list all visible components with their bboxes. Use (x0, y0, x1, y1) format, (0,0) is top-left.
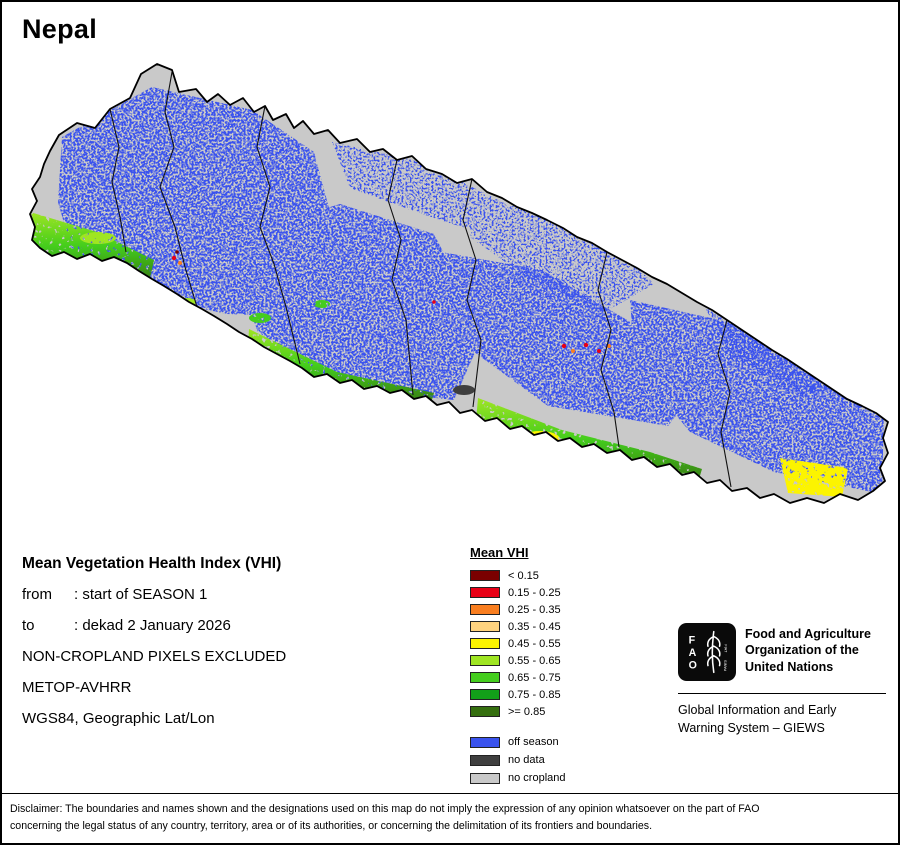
svg-text:F: F (689, 634, 696, 646)
legend-row: no cropland (470, 769, 610, 787)
legend-row: 0.25 - 0.35 (470, 601, 610, 618)
page-title: Nepal (22, 14, 98, 44)
legend-swatch (470, 587, 500, 598)
legend-swatch (470, 621, 500, 632)
legend-row: 0.55 - 0.65 (470, 652, 610, 669)
legend-swatch (470, 655, 500, 666)
legend-row: no data (470, 751, 610, 769)
fao-divider (678, 693, 886, 694)
country-outline (29, 63, 889, 504)
legend-row: 0.75 - 0.85 (470, 686, 610, 703)
legend-label: 0.45 - 0.55 (508, 637, 561, 650)
legend-row: 0.35 - 0.45 (470, 618, 610, 635)
legend-swatch (470, 672, 500, 683)
legend-row: 0.45 - 0.55 (470, 635, 610, 652)
legend-swatch (470, 604, 500, 615)
legend-swatch (470, 754, 500, 766)
legend-swatch (470, 706, 500, 717)
legend-swatch (470, 638, 500, 649)
svg-text:O: O (689, 659, 697, 671)
legend-row: < 0.15 (470, 567, 610, 584)
from-value: : start of SEASON 1 (74, 586, 208, 603)
legend-label: >= 0.85 (508, 705, 546, 718)
off-season-layer (58, 87, 884, 494)
legend-label: no data (508, 754, 545, 766)
legend-label: 0.55 - 0.65 (508, 654, 561, 667)
disclaimer-text: Disclaimer: The boundaries and names sho… (2, 793, 898, 843)
low-vhi-dots (171, 250, 611, 353)
fao-logo: F A O FIAT PANIS (678, 623, 736, 681)
legend-row: 0.65 - 0.75 (470, 669, 610, 686)
no-data-patch (453, 385, 475, 395)
legend-swatch (470, 736, 500, 748)
to-label: to (22, 617, 35, 634)
legend-label: 0.35 - 0.45 (508, 620, 561, 633)
sensor-line: METOP-AVHRR (22, 679, 132, 696)
legend-row: >= 0.85 (470, 703, 610, 720)
giews-name: Global Information and Early Warning Sys… (678, 703, 837, 735)
noncropland-line: NON-CROPLAND PIXELS EXCLUDED (22, 648, 287, 665)
from-label: from (22, 586, 52, 603)
legend-row: off season (470, 733, 610, 751)
legend-label: < 0.15 (508, 569, 539, 582)
legend: Mean VHI < 0.15 0.15 - 0.25 0.25 - 0.35 … (470, 545, 610, 787)
legend-label: 0.65 - 0.75 (508, 671, 561, 684)
to-line: to : dekad 2 January 2026 (22, 610, 452, 641)
legend-extras: off season no data no cropland (470, 733, 610, 787)
vhi-heading: Mean Vegetation Health Index (VHI) (22, 554, 282, 572)
svg-text:A: A (689, 647, 697, 659)
nepal-map (29, 63, 889, 504)
legend-label: 0.25 - 0.35 (508, 603, 561, 616)
projection-line: WGS84, Geographic Lat/Lon (22, 710, 215, 727)
province-boundaries (109, 71, 732, 488)
fao-block: F A O FIAT PANIS Food and Agriculture Or… (678, 623, 886, 737)
legend-label: off season (508, 736, 559, 748)
legend-title: Mean VHI (470, 545, 529, 560)
svg-text:PANIS: PANIS (723, 660, 727, 672)
legend-swatch (470, 689, 500, 700)
legend-swatch (470, 570, 500, 581)
legend-swatch (470, 772, 500, 784)
to-value: : dekad 2 January 2026 (74, 617, 231, 634)
map-info-block: Mean Vegetation Health Index (VHI) from … (22, 548, 452, 734)
legend-label: 0.75 - 0.85 (508, 688, 561, 701)
legend-row: 0.15 - 0.25 (470, 584, 610, 601)
fao-org-name: Food and Agriculture Organization of the… (745, 627, 871, 674)
from-line: from : start of SEASON 1 (22, 579, 452, 610)
legend-label: 0.15 - 0.25 (508, 586, 561, 599)
svg-text:FIAT: FIAT (723, 644, 727, 653)
legend-label: no cropland (508, 772, 566, 784)
